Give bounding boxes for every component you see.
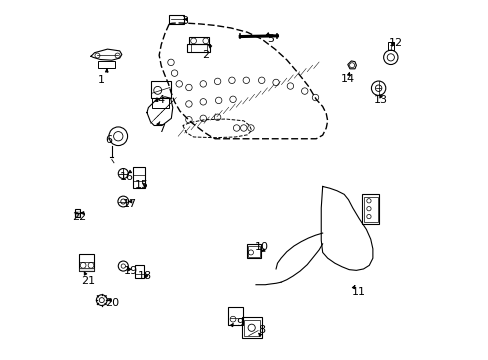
Bar bbox=[228, 307, 243, 325]
Bar bbox=[79, 254, 94, 271]
Bar bbox=[188, 37, 209, 44]
Bar bbox=[362, 194, 379, 224]
Text: 8: 8 bbox=[258, 325, 264, 335]
Bar bbox=[241, 317, 262, 338]
Text: 14: 14 bbox=[340, 74, 354, 84]
Text: 20: 20 bbox=[104, 298, 119, 308]
Bar bbox=[98, 61, 115, 68]
Bar bbox=[187, 44, 210, 52]
Text: 18: 18 bbox=[138, 271, 152, 281]
Bar bbox=[133, 167, 144, 188]
Text: 17: 17 bbox=[122, 199, 137, 210]
Text: 21: 21 bbox=[81, 276, 95, 286]
Bar bbox=[244, 320, 260, 336]
Bar bbox=[247, 246, 259, 257]
Text: 22: 22 bbox=[72, 212, 86, 222]
Bar bbox=[152, 98, 169, 108]
Bar bbox=[363, 197, 377, 222]
Text: 12: 12 bbox=[388, 38, 402, 48]
Bar bbox=[246, 244, 261, 258]
Text: 5: 5 bbox=[266, 35, 273, 44]
Text: 16: 16 bbox=[120, 172, 134, 183]
Text: 10: 10 bbox=[254, 242, 268, 252]
Text: 13: 13 bbox=[373, 95, 387, 105]
Bar bbox=[150, 81, 171, 98]
Text: 1: 1 bbox=[98, 75, 105, 85]
Bar bbox=[75, 209, 80, 217]
Bar bbox=[387, 42, 393, 50]
Text: 9: 9 bbox=[236, 319, 243, 328]
Text: 4: 4 bbox=[158, 95, 164, 105]
Text: 11: 11 bbox=[351, 287, 366, 297]
Text: 7: 7 bbox=[158, 124, 164, 134]
Text: 15: 15 bbox=[135, 180, 149, 190]
Text: 2: 2 bbox=[202, 50, 209, 60]
Bar bbox=[169, 15, 183, 24]
Text: 6: 6 bbox=[105, 135, 112, 145]
Bar bbox=[79, 268, 94, 271]
Text: 3: 3 bbox=[181, 17, 187, 27]
Bar bbox=[135, 265, 144, 278]
Text: 19: 19 bbox=[124, 266, 138, 276]
